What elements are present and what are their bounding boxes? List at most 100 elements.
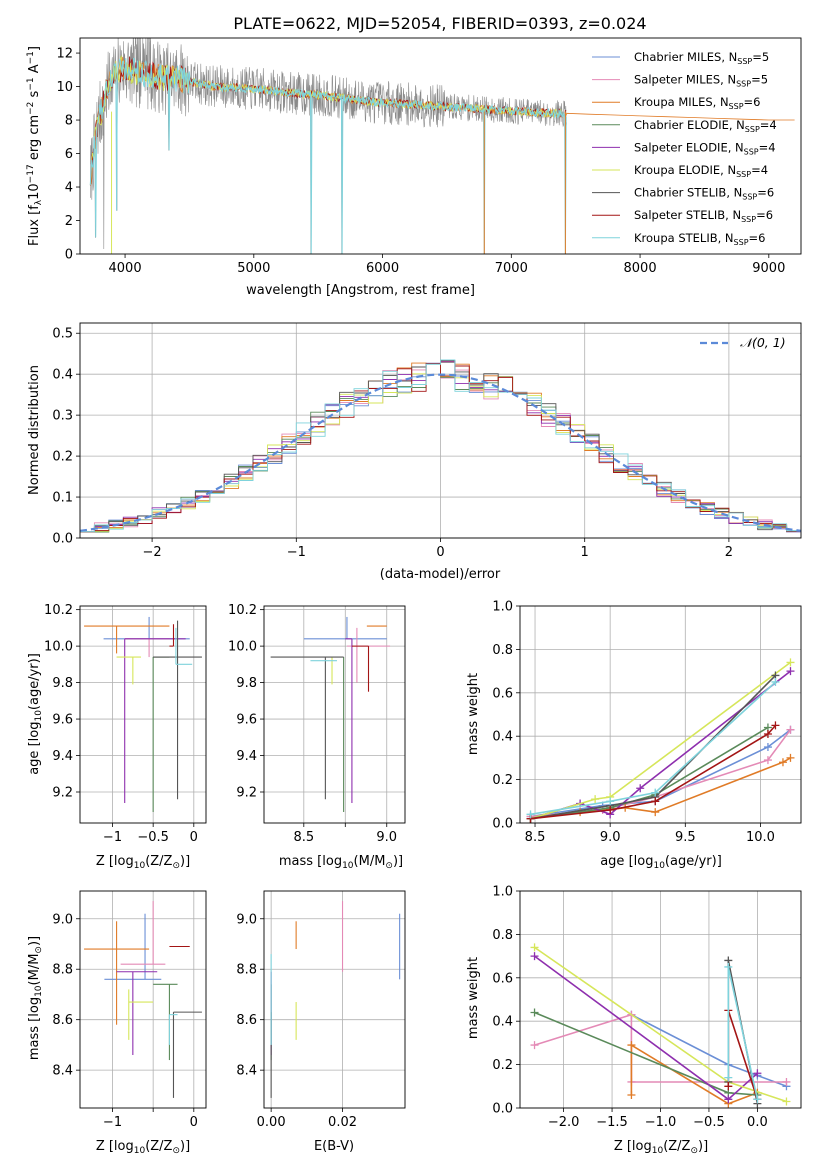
mass-vs-EBV-axes: 0.00 0.02 8.4 8.6 8.8 9.0: [236, 891, 405, 1130]
label-part: 10: [134, 1146, 146, 1156]
label-part: Salpeter STELIB, N: [634, 208, 741, 222]
spectrum-axes: 4000 5000 6000 7000 8000 9000 0 2 4 6 8 10 12: [56, 47, 785, 276]
x-axis-label: Z [log10(Z/Z⊙)]: [96, 1139, 190, 1156]
x-tick-label: 4000: [109, 261, 142, 276]
label-part: Z [log: [614, 1139, 652, 1154]
y-tick-label: 0: [65, 248, 73, 263]
y-tick-label: 9.8: [52, 676, 73, 691]
label-part: (age/yr)]: [27, 653, 42, 710]
weight-vs-age-lines: [526, 658, 795, 823]
y-tick-label: 9.6: [52, 713, 73, 728]
weight-marker: [651, 797, 660, 806]
weight-marker: [786, 753, 795, 762]
normal-curve: [80, 373, 801, 532]
legend-entry: Kroupa STELIB, NSSP=6: [634, 231, 765, 247]
label-part: Kroupa STELIB, N: [634, 231, 734, 245]
x-tick-label: −1.0: [645, 1115, 677, 1130]
weight-marker: [771, 677, 780, 686]
label-part: λ: [34, 199, 44, 205]
age-vs-mass-errorbars: [270, 616, 391, 813]
weight-marker: [606, 797, 615, 806]
label-part: (Z/Z: [145, 1139, 172, 1154]
label-part: 10: [653, 861, 665, 871]
x-axis-label: Z [log10(Z/Z⊙)]: [614, 1139, 708, 1156]
label-part: Z [log: [96, 1139, 134, 1154]
y-axis-label: Flux [fλ10−17 erg cm−2 s−1 A−1]: [26, 46, 44, 246]
legend-entry: Salpeter ELODIE, NSSP=4: [634, 140, 776, 156]
y-tick-label: 0.5: [52, 327, 73, 342]
x-tick-label: −1: [103, 1115, 122, 1130]
y-tick-label: 9.0: [52, 912, 73, 927]
weight-marker: [763, 730, 772, 739]
label-part: SSP: [736, 80, 751, 89]
weight-marker: [651, 788, 660, 797]
label-part: 10: [27, 183, 42, 200]
label-part: )]: [180, 854, 190, 869]
weight-marker: [782, 1077, 791, 1086]
weight-marker: [636, 784, 645, 793]
label-part: SSP: [737, 57, 752, 66]
weight-marker: [786, 667, 795, 676]
x-tick-label: 0.0: [747, 1115, 768, 1130]
legend-entry: Chabrier STELIB, NSSP=6: [634, 186, 774, 202]
weight-vs-age-frame: [519, 605, 802, 824]
x-tick-label: 7000: [495, 261, 528, 276]
label-part: 10: [342, 861, 354, 871]
age-vs-mass-axes: 8.5 9.0 9.2 9.4 9.6 9.8 10.0 10.2: [228, 603, 405, 845]
x-axis-label: age [log10(age/yr)]: [600, 854, 722, 871]
label-part: age [log: [600, 854, 653, 869]
figure-title: PLATE=0622, MJD=52054, FIBERID=0393, z=0…: [233, 14, 646, 33]
label-part: SSP: [745, 125, 760, 134]
spectrum-frame: [79, 37, 802, 255]
x-tick-label: 8.5: [525, 830, 546, 845]
label-part: −17: [26, 164, 36, 183]
weight-marker: [530, 1008, 539, 1017]
y-tick-label: 0.0: [52, 532, 73, 547]
x-tick-label: 6000: [366, 261, 399, 276]
label-part: 10: [34, 710, 44, 722]
x-tick-label: −2.0: [548, 1115, 580, 1130]
residuals-frame: [79, 322, 802, 539]
x-tick-label: 0.02: [328, 1115, 357, 1130]
label-part: SSP: [744, 147, 759, 156]
label-part: Chabrier ELODIE, N: [634, 118, 745, 132]
label-part: =6: [744, 95, 761, 109]
x-tick-label: 0.00: [257, 1115, 286, 1130]
weight-marker: [591, 795, 600, 804]
y-tick-label: 9.2: [236, 786, 257, 801]
y-tick-label: 0.2: [492, 773, 513, 788]
y-tick-label: 12: [56, 47, 73, 62]
y-tick-label: 10.0: [228, 640, 257, 655]
weight-marker: [627, 1041, 636, 1050]
x-tick-label: 5000: [237, 261, 270, 276]
label-part: ⊙: [385, 861, 393, 871]
label-part: (age/yr)]: [665, 854, 722, 869]
y-tick-label: 0.2: [52, 450, 73, 465]
weight-marker: [778, 758, 787, 767]
x-tick-label: 8000: [624, 261, 657, 276]
y-axis-label: Normed distribution: [27, 365, 42, 495]
label-part: s: [27, 90, 42, 101]
y-axis-label: age [log10(age/yr)]: [27, 653, 44, 775]
label-part: (Z/Z: [145, 854, 172, 869]
x-tick-label: 9.0: [600, 830, 621, 845]
y-tick-label: 4: [65, 181, 73, 196]
label-part: (Z/Z: [663, 1139, 690, 1154]
y-tick-label: 8.8: [52, 963, 73, 978]
label-part: SSP: [729, 102, 744, 111]
weight-marker: [526, 810, 535, 819]
weight-series-kroupa_stelib: [727, 966, 759, 1100]
weight-marker: [724, 1073, 733, 1082]
legend-entry: Salpeter STELIB, NSSP=6: [634, 208, 773, 224]
x-axis-label: Z [log10(Z/Z⊙)]: [96, 854, 190, 871]
weight-marker: [763, 756, 772, 765]
label-part: ⊙: [172, 1146, 180, 1156]
label-part: =4: [751, 163, 768, 177]
weight-vs-Z-lines: [530, 943, 791, 1108]
y-tick-label: 10.0: [44, 640, 73, 655]
y-tick-label: 8.8: [236, 963, 257, 978]
y-tick-label: 9.4: [52, 749, 73, 764]
weight-marker: [724, 962, 733, 971]
y-axis-label: mass [log10(M/M⊙)]: [27, 936, 44, 1060]
weight-marker: [782, 1097, 791, 1106]
